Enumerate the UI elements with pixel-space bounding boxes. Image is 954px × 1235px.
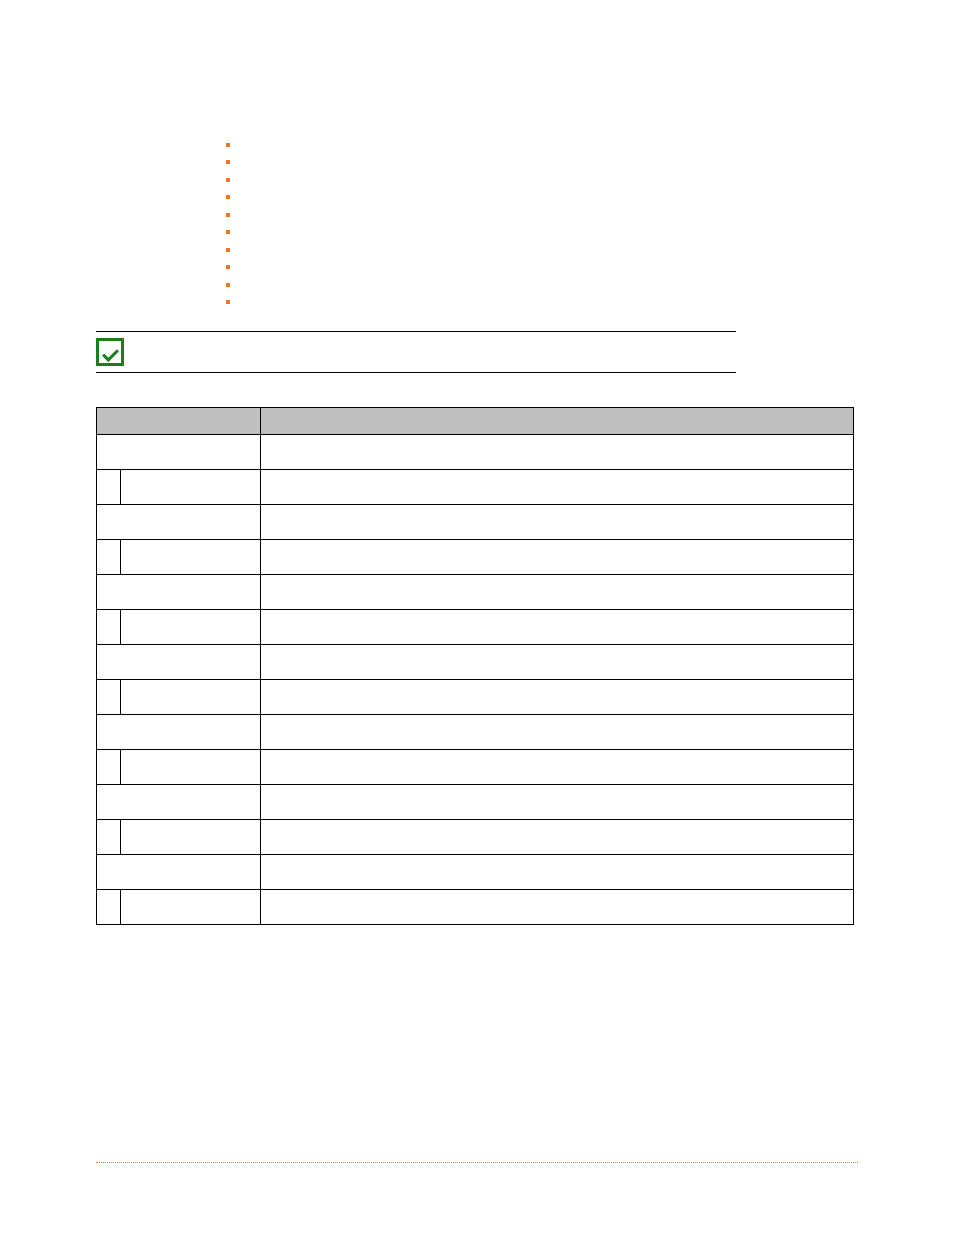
bullet-item: [226, 136, 858, 154]
bullet-item: [226, 241, 858, 259]
bullet-item: [226, 259, 858, 277]
table-row: [97, 540, 854, 575]
cell-index: [97, 750, 121, 785]
cell-action: [261, 715, 854, 750]
cell-action: [261, 645, 854, 680]
cell-action: [261, 575, 854, 610]
table-row: [97, 890, 854, 925]
cell-action: [261, 435, 854, 470]
cell-action: [261, 855, 854, 890]
cell-index: [97, 820, 121, 855]
bullet-item: [226, 171, 858, 189]
cell-responsibility: [97, 715, 261, 750]
cell-action: [261, 470, 854, 505]
cell-action: [261, 505, 854, 540]
cell-responsibility: [97, 505, 261, 540]
table-row: [97, 505, 854, 540]
bullet-item: [226, 206, 858, 224]
cell-index: [97, 610, 121, 645]
cell-index: [97, 890, 121, 925]
table-row: [97, 750, 854, 785]
cell-action: [261, 785, 854, 820]
bullet-item: [226, 154, 858, 172]
table-row: [97, 575, 854, 610]
cell-action: [261, 890, 854, 925]
bullet-item: [226, 276, 858, 294]
cell-responsibility: [121, 470, 261, 505]
cell-responsibility: [97, 855, 261, 890]
checkbox-checked-icon: [96, 338, 124, 366]
responsibilities-table: [96, 407, 854, 925]
cell-responsibility: [121, 680, 261, 715]
cell-responsibility: [121, 540, 261, 575]
cell-index: [97, 470, 121, 505]
cell-responsibility: [121, 890, 261, 925]
table-row: [97, 785, 854, 820]
table-header-action: [261, 408, 854, 435]
cell-index: [97, 680, 121, 715]
footer-rule: [96, 1162, 858, 1163]
table-header-responsibility: [97, 408, 261, 435]
document-page: [0, 0, 954, 1235]
table-row: [97, 645, 854, 680]
table-row: [97, 855, 854, 890]
table-row: [97, 470, 854, 505]
table-row: [97, 435, 854, 470]
cell-responsibility: [121, 610, 261, 645]
section-heading: [96, 331, 736, 373]
cell-responsibility: [97, 785, 261, 820]
table-header-row: [97, 408, 854, 435]
table-row: [97, 680, 854, 715]
cell-index: [97, 540, 121, 575]
cell-responsibility: [97, 435, 261, 470]
cell-action: [261, 820, 854, 855]
cell-action: [261, 750, 854, 785]
cell-action: [261, 680, 854, 715]
bullet-list: [226, 136, 858, 311]
bullet-item: [226, 294, 858, 312]
bullet-item: [226, 224, 858, 242]
cell-responsibility: [121, 750, 261, 785]
cell-responsibility: [97, 645, 261, 680]
table-body: [97, 435, 854, 925]
bullet-item: [226, 189, 858, 207]
cell-action: [261, 540, 854, 575]
table-row: [97, 820, 854, 855]
cell-responsibility: [97, 575, 261, 610]
cell-responsibility: [121, 820, 261, 855]
cell-action: [261, 610, 854, 645]
table-row: [97, 715, 854, 750]
table-row: [97, 610, 854, 645]
